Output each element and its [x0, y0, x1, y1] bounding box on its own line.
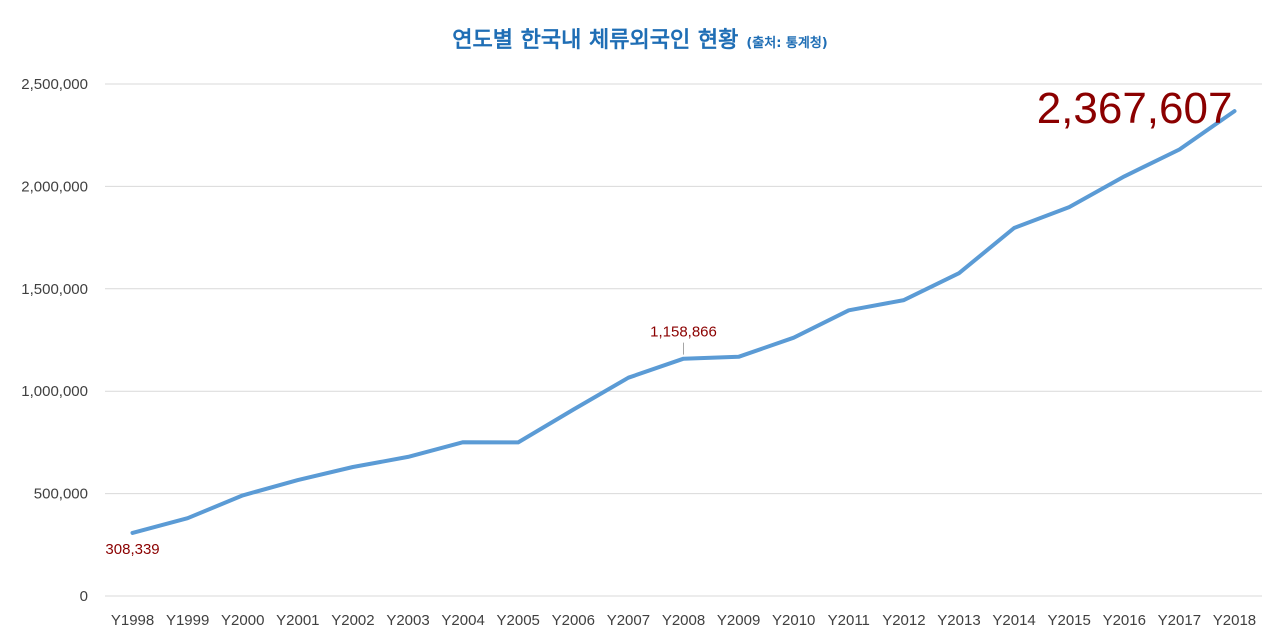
series-line — [130, 109, 1237, 535]
x-tick-label: Y2002 — [331, 612, 374, 629]
y-tick-label: 2,000,000 — [21, 178, 88, 195]
y-tick-label: 2,500,000 — [21, 76, 88, 93]
x-tick-label: Y2006 — [552, 612, 595, 629]
x-tick-label: Y2011 — [828, 612, 870, 629]
series-layer — [130, 109, 1237, 535]
x-tick-label: Y2004 — [441, 612, 484, 629]
x-tick-label: Y2007 — [607, 612, 650, 629]
y-tick-label: 0 — [80, 588, 88, 605]
x-tick-label: Y2013 — [937, 612, 980, 629]
x-tick-label: Y1999 — [166, 612, 209, 629]
x-tick-label: Y2012 — [882, 612, 925, 629]
data-label: 308,339 — [105, 541, 159, 558]
x-tick-label: Y2001 — [276, 612, 319, 629]
y-axis-tick-labels: 0 500,000 1,000,000 1,500,000 2,000,000 2,500… — [21, 76, 88, 605]
x-tick-label: Y2009 — [717, 612, 760, 629]
chart-title-main: 연도별 한국내 체류외국인 현황 — [452, 28, 738, 53]
x-tick-label: Y2003 — [386, 612, 429, 629]
x-tick-label: Y2018 — [1213, 612, 1256, 629]
x-tick-label: Y2017 — [1158, 612, 1201, 629]
y-tick-label: 1,000,000 — [21, 383, 88, 400]
y-tick-label: 500,000 — [34, 486, 88, 503]
data-label: 2,367,607 — [1037, 84, 1233, 133]
y-tick-label: 1,500,000 — [21, 281, 88, 298]
x-tick-label: Y2014 — [992, 612, 1035, 629]
data-labels: 308,339 1,158,866 2,367,607 — [105, 84, 1232, 558]
x-tick-label: Y2015 — [1047, 612, 1090, 629]
data-label: 1,158,866 — [650, 324, 717, 341]
x-tick-label: Y2016 — [1103, 612, 1146, 629]
x-tick-label: Y2005 — [497, 612, 540, 629]
x-tick-label: Y1998 — [111, 612, 154, 629]
gridlines — [105, 83, 1262, 597]
x-axis-tick-labels: Y1998 Y1999 Y2000 Y2001 Y2002 Y2003 Y2004 Y2005… — [111, 612, 1256, 629]
x-tick-label: Y2010 — [772, 612, 815, 629]
chart-title: 연도별 한국내 체류외국인 현황 (출처: 통계청) — [452, 28, 828, 53]
x-tick-label: Y2008 — [662, 612, 705, 629]
chart-title-source: (출처: 통계청) — [746, 35, 827, 51]
x-tick-label: Y2000 — [221, 612, 264, 629]
